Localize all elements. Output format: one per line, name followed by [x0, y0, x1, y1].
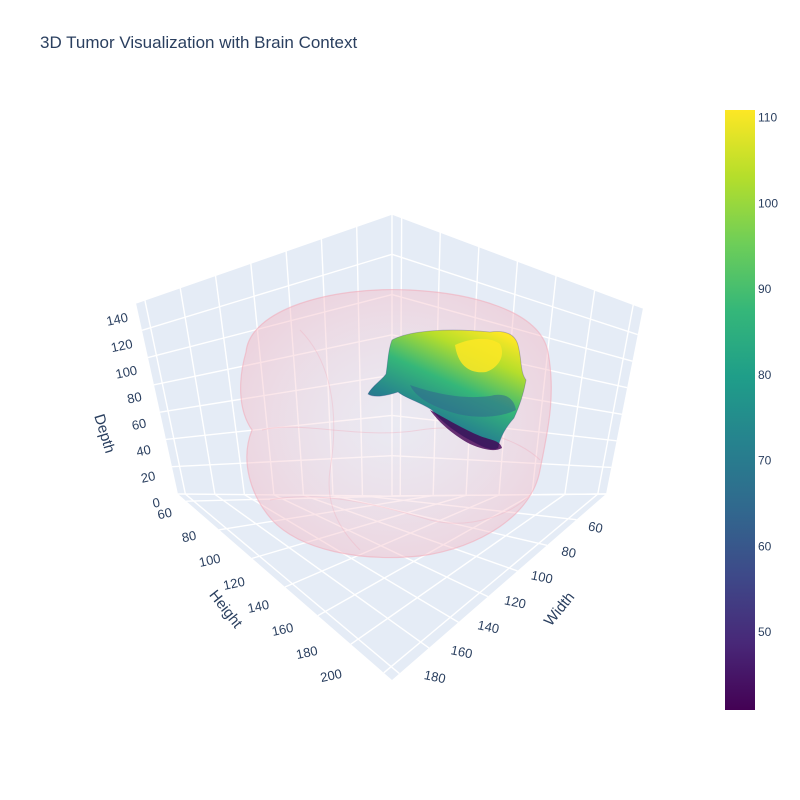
height-axis-title: Height	[206, 587, 247, 632]
colorbar-tick-label: 80	[758, 368, 772, 382]
height-tick-label: 100	[198, 551, 222, 570]
tumor-highlight	[455, 338, 503, 373]
height-tick-label: 160	[270, 620, 294, 639]
width-tick-label: 100	[530, 567, 554, 586]
grid-line-depth	[135, 213, 393, 304]
grid-line-width	[597, 304, 635, 495]
depth-tick-label: 100	[114, 362, 138, 381]
depth-tick-label: 140	[105, 310, 129, 329]
colorbar-tick-label: 90	[758, 282, 772, 296]
height-tick-label: 80	[180, 528, 197, 546]
tumor-isosurface[interactable]	[367, 329, 527, 451]
height-tick-label: 180	[295, 643, 319, 662]
grid-line-height	[144, 299, 187, 495]
tumor-shadow-band	[410, 385, 516, 417]
brain-inner-fold	[299, 329, 361, 551]
colorbar: 50 60 70 80 90 100 110	[725, 110, 778, 710]
grid-line-width	[564, 289, 596, 495]
chart-title: 3D Tumor Visualization with Brain Contex…	[40, 33, 358, 52]
depth-tick-label: 80	[126, 389, 143, 407]
grid-line-width	[383, 493, 599, 674]
depth-tick-label: 0	[151, 495, 161, 511]
colorbar-gradient	[725, 110, 755, 710]
brain-inner-fold	[269, 494, 531, 524]
depth-tick-label: 120	[110, 336, 134, 355]
width-tick-label: 60	[587, 518, 604, 536]
height-tick-label: 60	[156, 505, 173, 523]
height-tick-label: 140	[246, 597, 270, 616]
width-tick-label: 80	[560, 543, 577, 561]
width-tick-label: 120	[503, 592, 527, 611]
depth-tick-label: 20	[139, 468, 156, 486]
colorbar-tick-label: 70	[758, 454, 772, 468]
brain-inner-fold	[261, 426, 541, 461]
depth-tick-label: 40	[135, 442, 152, 460]
grid-line-height	[179, 287, 216, 495]
tumor-underside	[430, 410, 502, 451]
height-tick-label: 200	[319, 666, 343, 685]
width-axis-title: Width	[541, 589, 578, 629]
colorbar-tick-label: 100	[758, 196, 778, 210]
width-tick-label: 160	[450, 642, 474, 661]
grid-line-depth	[141, 253, 393, 331]
grid-line-width	[350, 493, 566, 645]
colorbar-tick-label: 60	[758, 539, 772, 553]
width-tick-label: 180	[423, 667, 447, 686]
colorbar-tick-label: 50	[758, 625, 772, 639]
height-tick-label: 120	[222, 574, 246, 593]
colorbar-tick-labels: 50 60 70 80 90 100 110	[758, 111, 778, 639]
depth-tick-labels: 0 20 40 60 80 100 120 140	[105, 310, 161, 511]
depth-axis-title: Depth	[90, 412, 118, 455]
colorbar-tick-label: 110	[758, 111, 777, 125]
grid-line-height	[214, 275, 246, 495]
depth-tick-label: 60	[130, 415, 147, 433]
width-tick-label: 140	[476, 617, 500, 636]
